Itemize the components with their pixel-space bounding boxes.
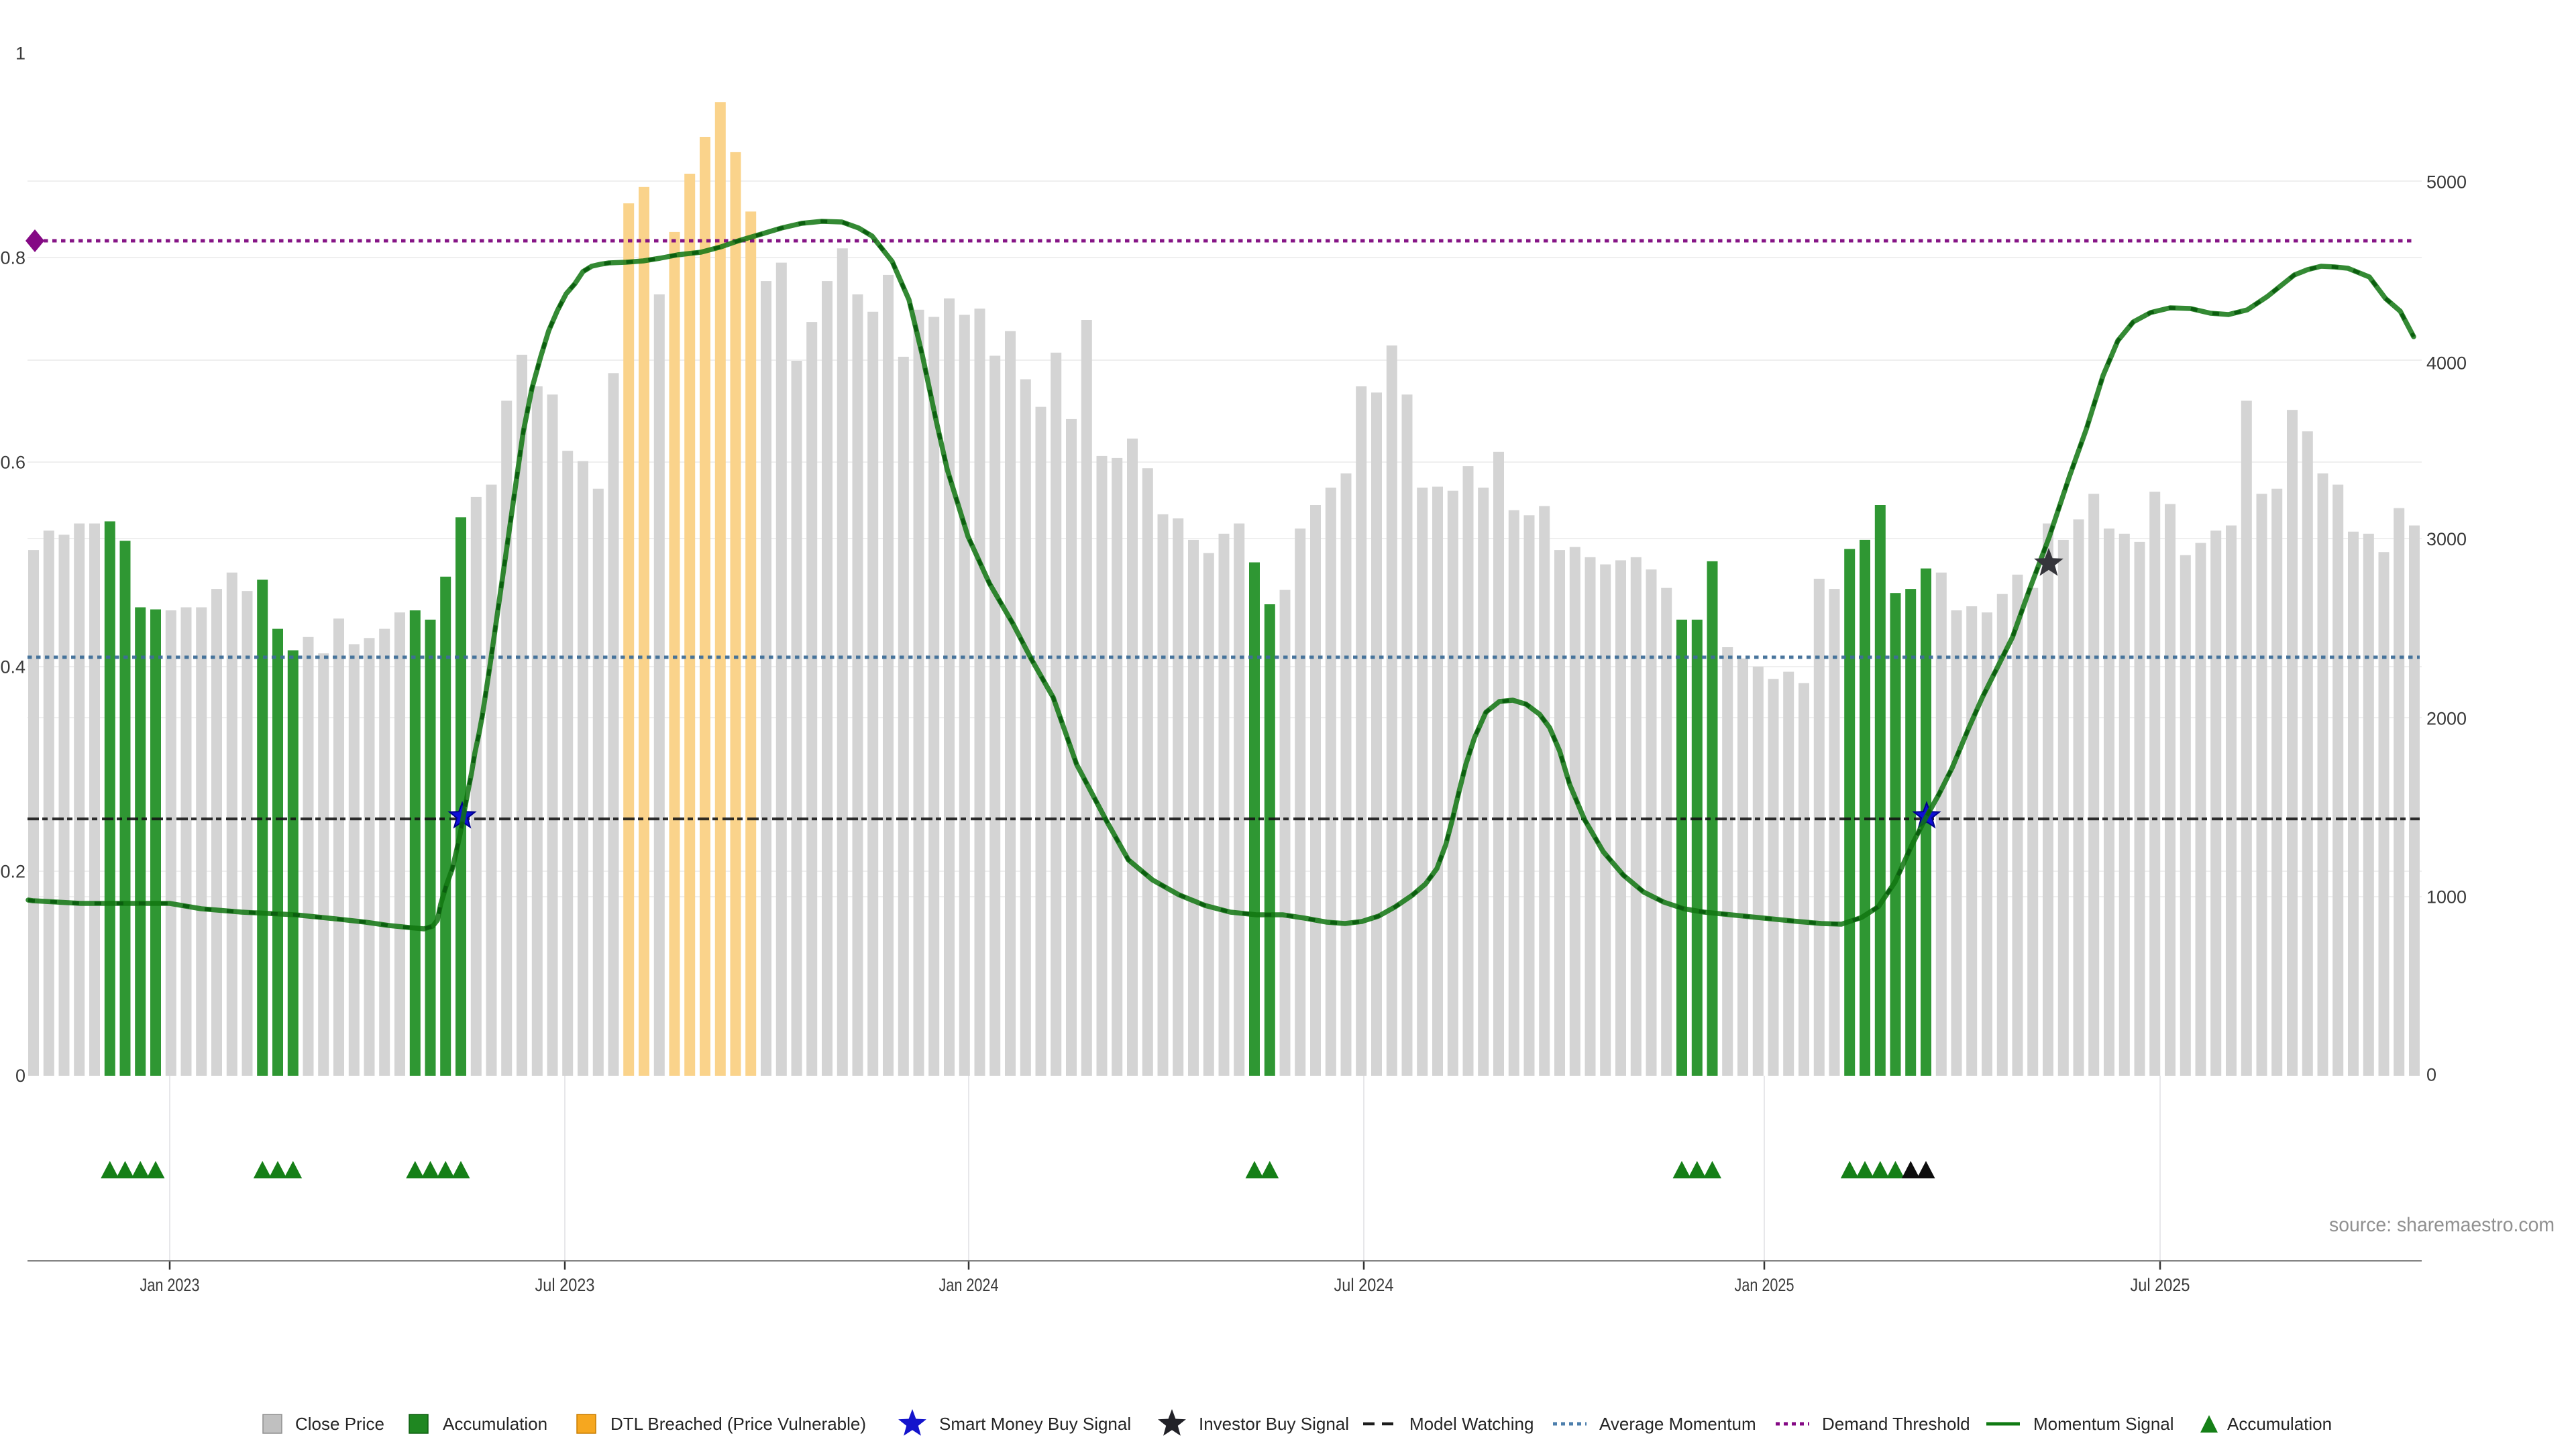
svg-text:Accumulation: Accumulation <box>443 1414 547 1434</box>
svg-text:Jan 2023: Jan 2023 <box>140 1275 200 1295</box>
svg-text:0: 0 <box>2426 1065 2436 1085</box>
svg-text:0.6: 0.6 <box>0 453 25 473</box>
svg-text:0.8: 0.8 <box>0 248 25 268</box>
svg-text:Close Price: Close Price <box>295 1414 384 1434</box>
svg-text:Model Watching: Model Watching <box>1409 1414 1534 1434</box>
svg-text:Smart Money Buy Signal: Smart Money Buy Signal <box>939 1414 1131 1434</box>
svg-text:Demand Threshold: Demand Threshold <box>1822 1414 1970 1434</box>
svg-text:0: 0 <box>15 1066 25 1086</box>
svg-text:3000: 3000 <box>2426 529 2467 549</box>
svg-text:Accumulation: Accumulation <box>2227 1414 2332 1434</box>
svg-text:DTL Breached (Price Vulnerable: DTL Breached (Price Vulnerable) <box>610 1414 866 1434</box>
svg-text:Average Momentum: Average Momentum <box>1599 1414 1756 1434</box>
svg-text:1: 1 <box>15 44 25 64</box>
svg-text:Momentum Signal: Momentum Signal <box>2033 1414 2174 1434</box>
svg-text:Investor Buy Signal: Investor Buy Signal <box>1199 1414 1349 1434</box>
svg-text:2000: 2000 <box>2426 709 2467 729</box>
svg-text:Jul 2025: Jul 2025 <box>2131 1275 2190 1295</box>
svg-text:Jul 2023: Jul 2023 <box>535 1275 595 1295</box>
svg-text:1000: 1000 <box>2426 887 2467 907</box>
svg-text:0.4: 0.4 <box>0 657 25 677</box>
svg-text:Jan 2025: Jan 2025 <box>1735 1275 1794 1295</box>
svg-text:5000: 5000 <box>2426 172 2467 192</box>
svg-text:source: sharemaestro.com: source: sharemaestro.com <box>2329 1214 2555 1236</box>
svg-text:4000: 4000 <box>2426 353 2467 374</box>
svg-text:Jan 2024: Jan 2024 <box>939 1275 999 1295</box>
svg-text:Jul 2024: Jul 2024 <box>1334 1275 1394 1295</box>
svg-text:0.2: 0.2 <box>0 862 25 882</box>
